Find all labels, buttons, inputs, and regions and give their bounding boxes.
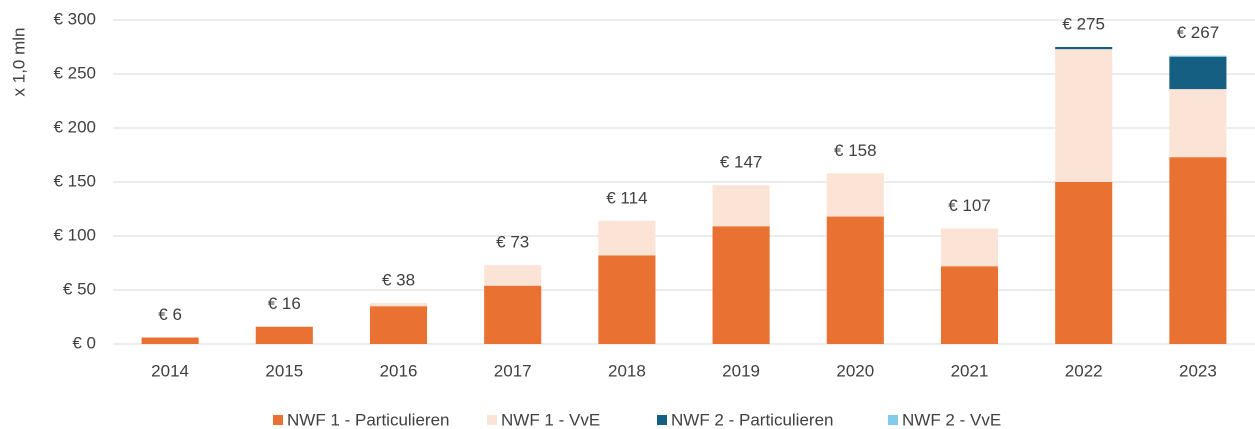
bar-segment: [484, 285, 542, 344]
total-label: € 114: [606, 188, 647, 207]
y-tick-label: € 200: [53, 117, 96, 136]
x-tick-label: 2023: [1179, 361, 1217, 380]
total-label: € 38: [382, 270, 415, 289]
total-label: € 16: [268, 294, 301, 313]
bar-segment: [1169, 157, 1227, 344]
total-label: € 147: [720, 153, 763, 172]
bar-segment: [1169, 89, 1227, 158]
x-tick-label: 2019: [722, 361, 760, 380]
bar-segment: [1169, 56, 1227, 90]
total-label: € 6: [158, 305, 182, 324]
bar-segment: [826, 216, 884, 344]
bar-segment: [826, 173, 884, 217]
x-tick-label: 2015: [265, 361, 303, 380]
x-tick-label: 2016: [380, 361, 418, 380]
bar-segment: [255, 326, 313, 344]
bar-segment: [940, 266, 999, 344]
legend-label: NWF 2 - VvE: [902, 410, 1001, 429]
y-tick-label: € 250: [53, 63, 96, 82]
bar-segment: [598, 255, 656, 344]
bar-segment: [712, 226, 770, 344]
bar-segment: [484, 265, 542, 286]
bar-segment: [1055, 47, 1113, 50]
legend-swatch: [657, 415, 667, 425]
bar-segment: [598, 220, 656, 256]
y-axis-label: x 1,0 mln: [9, 28, 28, 97]
x-tick-label: 2014: [151, 361, 189, 380]
bar-segment: [369, 306, 428, 344]
y-tick-label: € 150: [53, 171, 96, 190]
total-label: € 73: [496, 233, 529, 252]
bar-segment: [369, 302, 428, 307]
total-label: € 275: [1062, 14, 1105, 33]
legend-label: NWF 1 - Particulieren: [287, 410, 449, 429]
bar-segment: [1055, 182, 1113, 344]
total-label: € 267: [1177, 23, 1220, 42]
legend-swatch: [888, 415, 898, 425]
legend-label: NWF 1 - VvE: [501, 410, 600, 429]
legend-label: NWF 2 - Particulieren: [671, 410, 833, 429]
total-label: € 158: [834, 141, 877, 160]
legend-swatch: [487, 415, 497, 425]
y-tick-label: € 100: [53, 225, 96, 244]
total-label: € 107: [948, 196, 991, 215]
bar-segment: [1055, 49, 1113, 182]
bar-segment: [940, 228, 999, 267]
x-tick-label: 2022: [1065, 361, 1103, 380]
x-tick-label: 2018: [608, 361, 646, 380]
x-tick-label: 2021: [951, 361, 989, 380]
bar-segment: [1169, 55, 1227, 57]
bar-segment: [712, 185, 770, 227]
x-tick-label: 2017: [494, 361, 532, 380]
y-tick-label: € 50: [63, 279, 96, 298]
legend-swatch: [273, 415, 283, 425]
y-tick-label: € 300: [53, 9, 96, 28]
y-tick-label: € 0: [72, 333, 96, 352]
bar-segment: [141, 337, 199, 344]
x-tick-label: 2020: [836, 361, 874, 380]
